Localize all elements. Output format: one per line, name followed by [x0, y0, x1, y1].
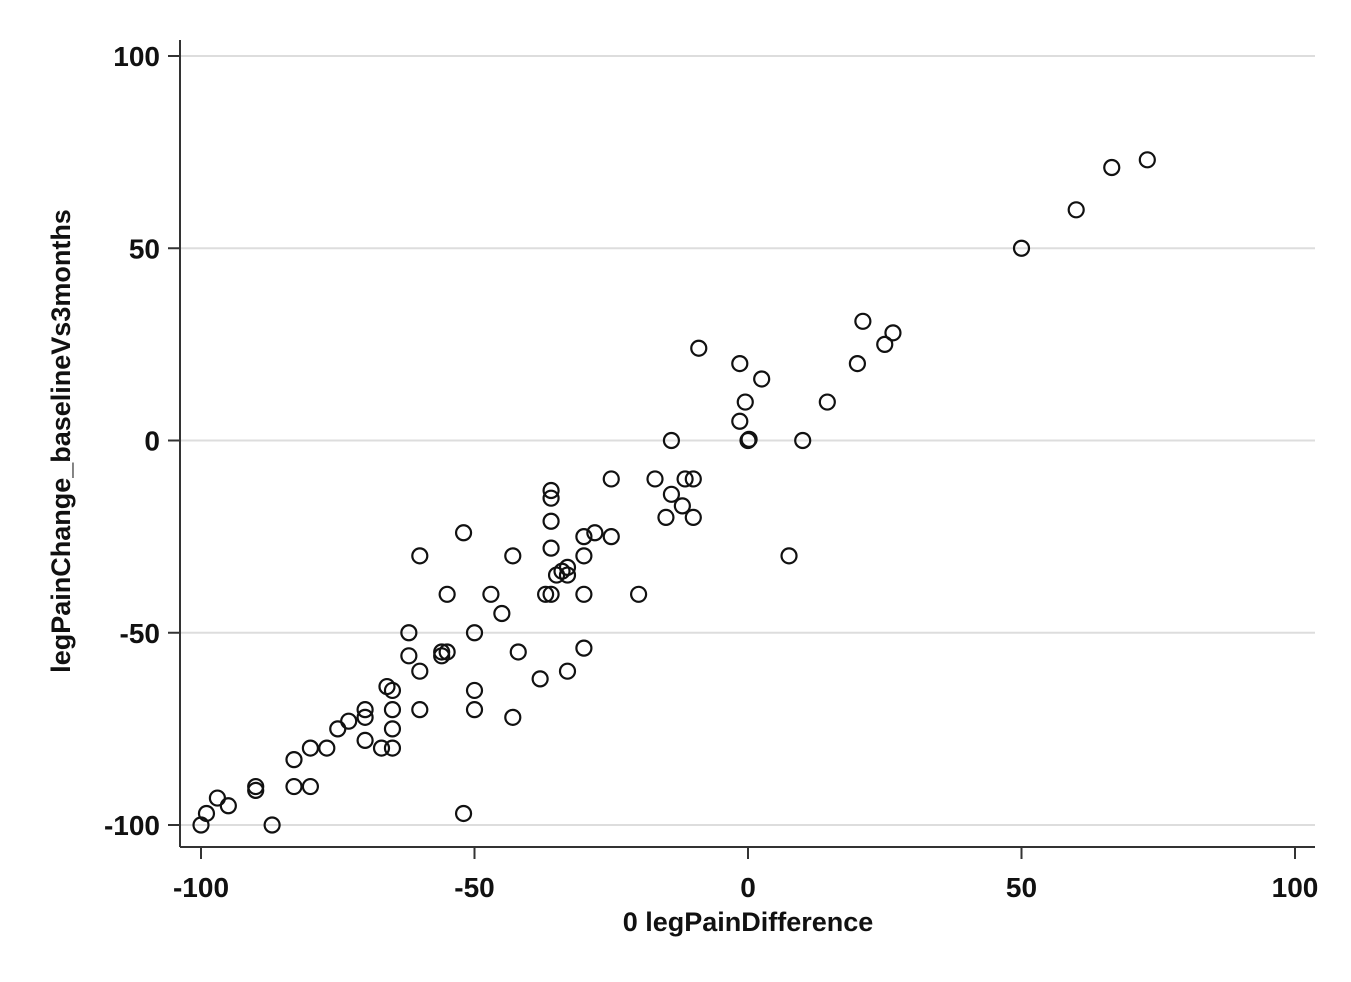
data-point [1067, 201, 1085, 219]
data-point [356, 731, 374, 750]
data-point [465, 701, 484, 719]
data-point [197, 804, 216, 823]
data-point [542, 539, 560, 557]
data-point [465, 624, 484, 642]
data-point [438, 585, 456, 603]
data-point [383, 720, 402, 738]
data-point [818, 393, 836, 411]
data-point [537, 585, 555, 603]
data-point [662, 485, 681, 503]
data-point [542, 481, 560, 500]
y-tick-label: -50 [120, 618, 160, 649]
data-point [285, 751, 303, 769]
data-point [465, 681, 484, 700]
data-point [454, 524, 473, 542]
data-point [575, 639, 593, 657]
data-point [1103, 158, 1121, 177]
x-tick-label: 50 [1006, 872, 1037, 903]
y-tick-label: -100 [104, 810, 160, 841]
data-point [411, 547, 429, 565]
y-tick-label: 100 [113, 41, 160, 72]
data-point [542, 585, 560, 603]
data-point [740, 430, 758, 448]
data-point [780, 547, 798, 565]
data-point [684, 470, 702, 488]
data-point [1012, 239, 1031, 257]
x-axis-ticks: -100 -50 0 50 100 [173, 847, 1318, 903]
data-point [854, 312, 872, 330]
data-points [192, 151, 1156, 834]
data-point [383, 681, 402, 700]
data-point [400, 624, 418, 642]
data-point [219, 797, 237, 815]
data-point [438, 643, 456, 661]
data-point [629, 585, 648, 603]
data-point [411, 701, 429, 719]
data-point [493, 604, 511, 623]
data-point [586, 524, 604, 542]
data-point [340, 712, 358, 730]
data-point [509, 643, 527, 661]
data-point [247, 777, 265, 796]
data-point [285, 777, 303, 796]
x-tick-label: 100 [1272, 872, 1319, 903]
data-point [602, 528, 620, 546]
data-point [657, 508, 675, 527]
data-point [301, 739, 319, 757]
data-point [1138, 151, 1156, 169]
data-point [662, 431, 681, 450]
data-point [690, 339, 708, 357]
data-point [575, 585, 593, 603]
data-point [400, 647, 418, 665]
data-point [372, 739, 391, 757]
data-point [558, 558, 577, 576]
data-point [848, 355, 867, 373]
data-point [383, 701, 402, 719]
data-point [318, 739, 336, 757]
y-tick-label: 0 [144, 426, 160, 457]
data-point [673, 497, 691, 515]
data-point [575, 528, 593, 546]
data-point [542, 489, 560, 507]
data-point [684, 508, 702, 527]
data-point [454, 804, 473, 823]
data-point [558, 662, 577, 680]
data-point [356, 701, 374, 719]
data-point [329, 720, 347, 738]
data-point [884, 324, 902, 342]
grid-lines [180, 55, 1315, 826]
data-point [602, 470, 620, 488]
data-point [411, 662, 429, 680]
data-point [646, 470, 664, 488]
data-point [731, 355, 749, 373]
x-tick-label: -50 [454, 872, 494, 903]
y-axis-title: legPainChange_baselineVs3months [46, 209, 76, 673]
data-point [736, 393, 754, 411]
x-tick-label: 0 [740, 872, 756, 903]
data-point [208, 789, 227, 807]
data-point [542, 512, 560, 530]
data-point [753, 370, 771, 388]
y-tick-label: 50 [129, 233, 160, 264]
x-tick-label: -100 [173, 872, 229, 903]
data-point [558, 566, 577, 584]
x-axis-title: 0 legPainDifference [623, 907, 874, 937]
data-point [504, 708, 522, 726]
data-point [731, 412, 749, 430]
data-point [356, 708, 374, 726]
y-axis-ticks: -100 -50 0 50 100 [104, 41, 180, 841]
data-point [531, 670, 549, 688]
data-point [794, 431, 812, 450]
data-point [383, 739, 402, 757]
data-point [482, 585, 500, 603]
data-point [504, 547, 522, 565]
data-point [575, 547, 593, 565]
data-point [876, 335, 894, 353]
data-point [301, 777, 319, 796]
data-point [263, 816, 281, 834]
data-point [676, 470, 694, 488]
